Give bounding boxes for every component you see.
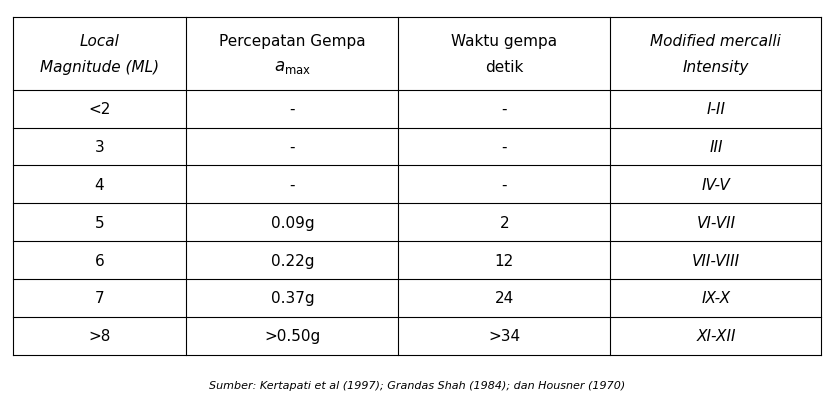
Text: -: - [501,177,507,192]
Text: 6: 6 [94,253,104,268]
Text: Modified mercalli: Modified mercalli [651,34,781,49]
Text: >34: >34 [489,328,520,344]
Text: Magnitude (ML): Magnitude (ML) [40,60,159,75]
Text: III: III [709,140,723,155]
Text: I-II: I-II [706,102,726,117]
Text: <2: <2 [88,102,111,117]
Text: 2: 2 [500,215,510,230]
Text: Waktu gempa: Waktu gempa [451,34,557,49]
Text: IV-V: IV-V [701,177,731,192]
Text: 7: 7 [95,291,104,306]
Text: >0.50g: >0.50g [264,328,320,344]
Text: 4: 4 [95,177,104,192]
Text: -: - [289,177,295,192]
Text: 5: 5 [95,215,104,230]
Text: Percepatan Gempa: Percepatan Gempa [219,34,366,49]
Text: detik: detik [485,60,524,75]
Text: Sumber: Kertapati et al (1997); Grandas Shah (1984); dan Housner (1970): Sumber: Kertapati et al (1997); Grandas … [208,380,626,390]
Text: -: - [289,140,295,155]
Text: Intensity: Intensity [683,60,749,75]
Text: 24: 24 [495,291,514,306]
Text: IX-X: IX-X [701,291,731,306]
Text: -: - [289,102,295,117]
Text: -: - [501,140,507,155]
Text: 0.22g: 0.22g [271,253,314,268]
Text: -: - [501,102,507,117]
Text: 0.09g: 0.09g [270,215,314,230]
Text: 12: 12 [495,253,514,268]
Text: XI-XII: XI-XII [696,328,736,344]
Text: Local: Local [79,34,119,49]
Text: $a_{\mathrm{max}}$: $a_{\mathrm{max}}$ [274,58,311,76]
Text: VI-VII: VI-VII [696,215,736,230]
Text: 3: 3 [94,140,104,155]
Text: 0.37g: 0.37g [270,291,314,306]
Text: VII-VIII: VII-VIII [692,253,740,268]
Text: >8: >8 [88,328,111,344]
